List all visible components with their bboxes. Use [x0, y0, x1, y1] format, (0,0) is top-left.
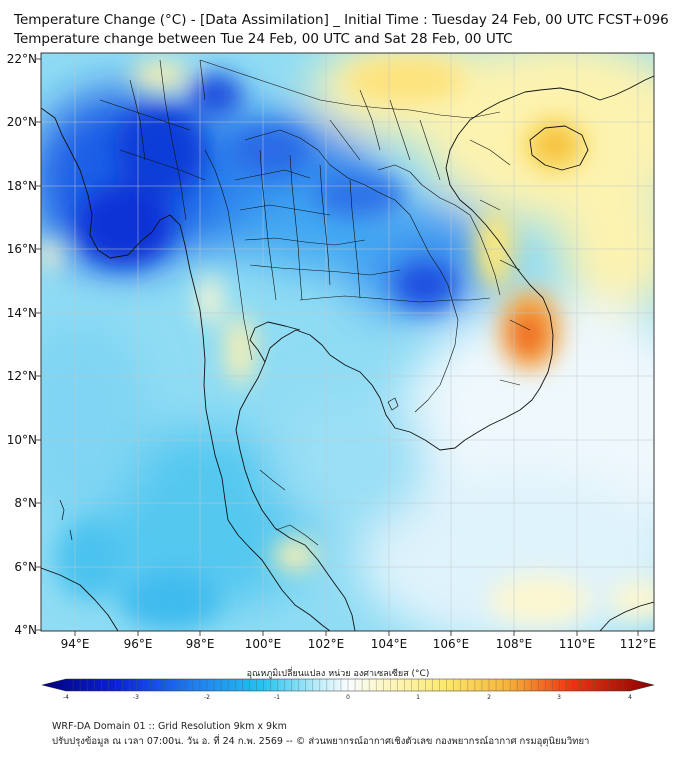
colorbar: -4 -3 -2 -1 0 1 2 3 4 — [41, 678, 655, 701]
china-border — [199, 59, 501, 119]
laos-vietnam-border — [377, 164, 501, 296]
title-line-2: Temperature change between Tue 24 Feb, 0… — [14, 31, 513, 47]
myanmar-states — [99, 59, 206, 221]
malay-border — [259, 469, 319, 546]
myanmar-thai-border — [204, 149, 253, 361]
cambodia-coast — [329, 354, 466, 451]
cbar-tick-2: 2 — [487, 694, 491, 701]
island-phuquoc — [387, 397, 399, 411]
lat-label-12: 12°N — [7, 369, 37, 383]
graticule — [41, 53, 654, 631]
title-line-1: Temperature Change (°C) - [Data Assimila… — [14, 12, 669, 28]
colorbar-title: อุณหภูมิเปลี่ยนแปลง หน่วย องศาเซลเซียส (… — [246, 669, 430, 679]
temperature-field — [41, 53, 654, 631]
vietnam-south — [445, 97, 554, 441]
myanmar-coast — [41, 107, 229, 521]
borneo-edge — [599, 601, 654, 631]
lat-label-6: 6°N — [14, 560, 37, 574]
lat-label-18: 18°N — [7, 179, 37, 193]
colorbar-tick-labels: -4 -3 -2 -1 0 1 2 3 4 — [63, 694, 632, 701]
lon-label-94: 94°E — [61, 637, 90, 651]
tick-marks — [36, 58, 639, 636]
cbar-tick-m4: -4 — [63, 694, 69, 701]
map-title: Temperature Change (°C) - [Data Assimila… — [14, 11, 669, 49]
lon-label-104: 104°E — [371, 637, 408, 651]
lat-label-14: 14°N — [7, 306, 37, 320]
laos-provinces — [329, 89, 441, 181]
admin-borders — [99, 59, 531, 546]
cbar-tick-3: 3 — [557, 694, 561, 701]
cbar-tick-m2: -2 — [204, 694, 210, 701]
latitude-labels: 22°N 20°N 18°N 16°N 14°N 12°N 10°N 8°N 6… — [7, 52, 37, 637]
lon-label-100: 100°E — [245, 637, 282, 651]
lat-label-8: 8°N — [14, 496, 37, 510]
thai-provinces-2 — [259, 149, 361, 301]
coastlines — [41, 75, 654, 631]
china-coast — [509, 75, 654, 101]
lon-label-106: 106°E — [433, 637, 470, 651]
malay-peninsula-east — [235, 329, 356, 631]
lon-label-102: 102°E — [308, 637, 345, 651]
cbar-tick-4: 4 — [628, 694, 632, 701]
vietnam-provinces — [469, 139, 531, 386]
lon-label-96: 96°E — [124, 637, 153, 651]
thai-provinces-1 — [234, 169, 401, 276]
lon-label-112: 112°E — [620, 637, 657, 651]
longitude-labels: 94°E 96°E 98°E 100°E 102°E 104°E 106°E 1… — [61, 637, 657, 651]
andaman-islands — [59, 499, 73, 541]
lat-label-4: 4°N — [14, 623, 37, 637]
lat-label-10: 10°N — [7, 433, 37, 447]
gulf-thailand-north — [249, 321, 301, 363]
thai-laos-border — [244, 129, 453, 301]
cbar-tick-m1: -1 — [274, 694, 280, 701]
cbar-tick-1: 1 — [416, 694, 420, 701]
thai-cambodia-border — [299, 295, 491, 303]
lat-label-22: 22°N — [7, 52, 37, 66]
cbar-tick-0: 0 — [346, 694, 350, 701]
lat-label-16: 16°N — [7, 242, 37, 256]
cbar-tick-m3: -3 — [133, 694, 139, 701]
plot-frame — [40, 52, 655, 632]
colorbar-segments — [72, 679, 624, 691]
lon-label-110: 110°E — [559, 637, 596, 651]
hainan — [529, 125, 589, 171]
lat-label-20: 20°N — [7, 115, 37, 129]
malay-peninsula-west — [227, 519, 331, 631]
sumatra-tip — [41, 567, 119, 631]
cambodia-vietnam-border — [414, 299, 459, 413]
footer-line-1: WRF-DA Domain 01 :: Grid Resolution 9km … — [52, 721, 287, 732]
footer-line-2: ปรับปรุงข้อมูล ณ เวลา 07:00น. วัน อ. ที่… — [52, 736, 590, 747]
lon-label-98: 98°E — [186, 637, 215, 651]
footer: WRF-DA Domain 01 :: Grid Resolution 9km … — [52, 719, 589, 749]
lon-label-108: 108°E — [496, 637, 533, 651]
